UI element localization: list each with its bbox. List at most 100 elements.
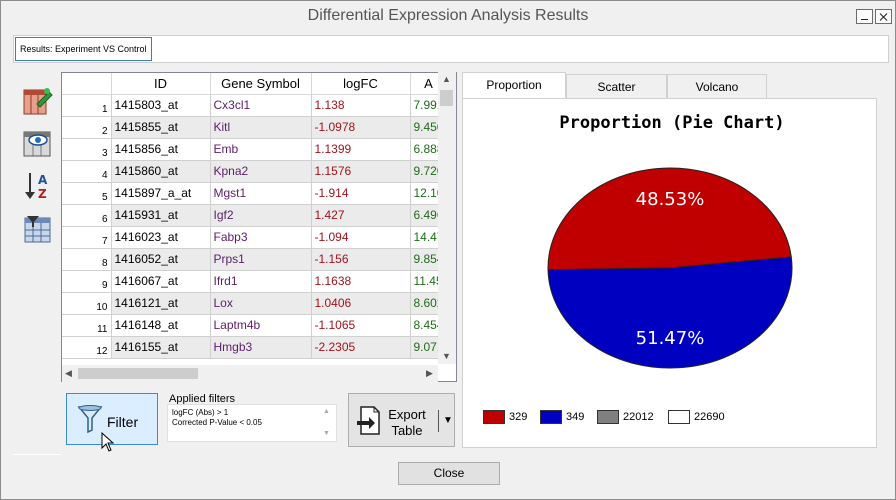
logfc-cell[interactable]: 1.1576 [311,160,411,183]
gene-symbol-cell[interactable]: Hmgb3 [210,336,312,359]
close-window-button[interactable] [875,9,892,24]
scroll-down-icon[interactable]: ▼ [442,351,451,361]
sort-az-icon[interactable]: A Z [23,171,53,201]
logfc-cell[interactable]: -1.914 [311,182,411,205]
id-cell[interactable]: 1415803_at [111,94,211,117]
filter-button-label: Filter [107,414,139,430]
id-cell[interactable]: 1415931_at [111,204,211,227]
pie-chart: 48.53% 51.47% [547,167,793,369]
results-table: ID Gene Symbol logFC A 1 1415803_at Cx3cl1… [62,73,448,359]
row-number[interactable]: 2 [62,116,112,139]
tab-results-experiment[interactable]: Results: Experiment VS Control [15,37,152,61]
row-number[interactable]: 10 [62,292,112,315]
minimize-button[interactable] [856,9,873,24]
logfc-cell[interactable]: -1.1065 [311,314,411,337]
logfc-cell[interactable]: -1.094 [311,226,411,249]
scroll-thumb[interactable] [78,368,198,379]
logfc-cell[interactable]: 1.1399 [311,138,411,161]
table-row[interactable]: 6 1415931_at Igf2 1.427 6.496 [62,204,448,227]
column-header[interactable]: ID [111,73,211,95]
id-cell[interactable]: 1416067_at [111,270,211,293]
table-row[interactable]: 12 1416155_at Hmgb3 -2.2305 9.071 [62,336,448,359]
legend-label: 22690 [694,410,725,423]
gene-symbol-cell[interactable]: Laptm4b [210,314,312,337]
row-number[interactable]: 12 [62,336,112,359]
avg-expr-cell[interactable]: 9.450 [410,116,448,139]
export-table-button[interactable]: Export Table ▼ [348,393,455,447]
id-cell[interactable]: 1415856_at [111,138,211,161]
id-cell[interactable]: 1416155_at [111,336,211,359]
results-grid[interactable]: ID Gene Symbol logFC A 1 1415803_at Cx3cl1… [61,72,457,382]
logfc-cell[interactable]: -2.2305 [311,336,411,359]
horizontal-scrollbar[interactable]: ◀ ▶ [62,365,438,382]
table-row[interactable]: 10 1416121_at Lox 1.0406 8.602 [62,292,448,315]
table-row[interactable]: 1 1415803_at Cx3cl1 1.138 7.991 [62,94,448,117]
logfc-cell[interactable]: -1.156 [311,248,411,271]
table-row[interactable]: 2 1415855_at Kitl -1.0978 9.450 [62,116,448,139]
id-cell[interactable]: 1416121_at [111,292,211,315]
row-number[interactable]: 3 [62,138,112,161]
tab-proportion[interactable]: Proportion [462,72,566,99]
column-header[interactable]: Gene Symbol [210,73,312,95]
row-number[interactable]: 7 [62,226,112,249]
table-row[interactable]: 4 1415860_at Kpna2 1.1576 9.720 [62,160,448,183]
id-cell[interactable]: 1416052_at [111,248,211,271]
logfc-cell[interactable]: 1.1638 [311,270,411,293]
id-cell[interactable]: 1416148_at [111,314,211,337]
tab-scatter[interactable]: Scatter [566,74,667,99]
gene-symbol-cell[interactable]: Kpna2 [210,160,312,183]
spin-down-icon[interactable]: ▼ [323,430,330,437]
pin-table-icon[interactable] [23,86,53,116]
row-number[interactable]: 8 [62,248,112,271]
row-number[interactable]: 11 [62,314,112,337]
row-number[interactable]: 5 [62,182,112,205]
view-columns-icon[interactable] [23,128,53,158]
grid-filter-icon[interactable] [23,214,53,244]
svg-text:A: A [38,173,48,187]
filter-line: Corrected P-Value < 0.05 [172,418,262,427]
scroll-right-icon[interactable]: ▶ [426,368,433,378]
chart-title: Proportion (Pie Chart) [559,113,785,133]
id-cell[interactable]: 1415897_a_at [111,182,211,205]
close-button[interactable]: Close [398,462,500,485]
table-row[interactable]: 11 1416148_at Laptm4b -1.1065 8.454 [62,314,448,337]
gene-symbol-cell[interactable]: Kitl [210,116,312,139]
filter-button[interactable]: Filter [66,393,158,445]
logfc-cell[interactable]: 1.427 [311,204,411,227]
id-cell[interactable]: 1415855_at [111,116,211,139]
logfc-cell[interactable]: 1.0406 [311,292,411,315]
column-header[interactable]: logFC [311,73,411,95]
gene-symbol-cell[interactable]: Prps1 [210,248,312,271]
scroll-up-icon[interactable]: ▲ [442,74,451,84]
gene-symbol-cell[interactable]: Ifrd1 [210,270,312,293]
table-row[interactable]: 5 1415897_a_at Mgst1 -1.914 12.10 [62,182,448,205]
logfc-cell[interactable]: 1.138 [311,94,411,117]
logfc-cell[interactable]: -1.0978 [311,116,411,139]
legend-swatch [540,410,562,424]
table-row[interactable]: 9 1416067_at Ifrd1 1.1638 11.45 [62,270,448,293]
tab-volcano[interactable]: Volcano [667,74,767,99]
row-number[interactable]: 9 [62,270,112,293]
row-number[interactable]: 4 [62,160,112,183]
id-cell[interactable]: 1415860_at [111,160,211,183]
spin-up-icon[interactable]: ▲ [323,408,330,415]
gene-symbol-cell[interactable]: Emb [210,138,312,161]
table-row[interactable]: 8 1416052_at Prps1 -1.156 9.854 [62,248,448,271]
scroll-left-icon[interactable]: ◀ [65,368,72,378]
id-cell[interactable]: 1416023_at [111,226,211,249]
scroll-thumb[interactable] [440,90,453,106]
gene-symbol-cell[interactable]: Lox [210,292,312,315]
legend-swatch [483,410,505,424]
gene-symbol-cell[interactable]: Mgst1 [210,182,312,205]
row-number[interactable]: 1 [62,94,112,117]
table-row[interactable]: 3 1415856_at Emb 1.1399 6.888 [62,138,448,161]
vertical-scrollbar[interactable]: ▲ ▼ [438,72,456,364]
row-number[interactable]: 6 [62,204,112,227]
gene-symbol-cell[interactable]: Igf2 [210,204,312,227]
gene-symbol-cell[interactable]: Cx3cl1 [210,94,312,117]
table-row[interactable]: 7 1416023_at Fabp3 -1.094 14.47 [62,226,448,249]
title-bar: Differential Expression Analysis Results [1,1,895,31]
gene-symbol-cell[interactable]: Fabp3 [210,226,312,249]
dropdown-arrow-icon[interactable]: ▼ [443,415,453,426]
